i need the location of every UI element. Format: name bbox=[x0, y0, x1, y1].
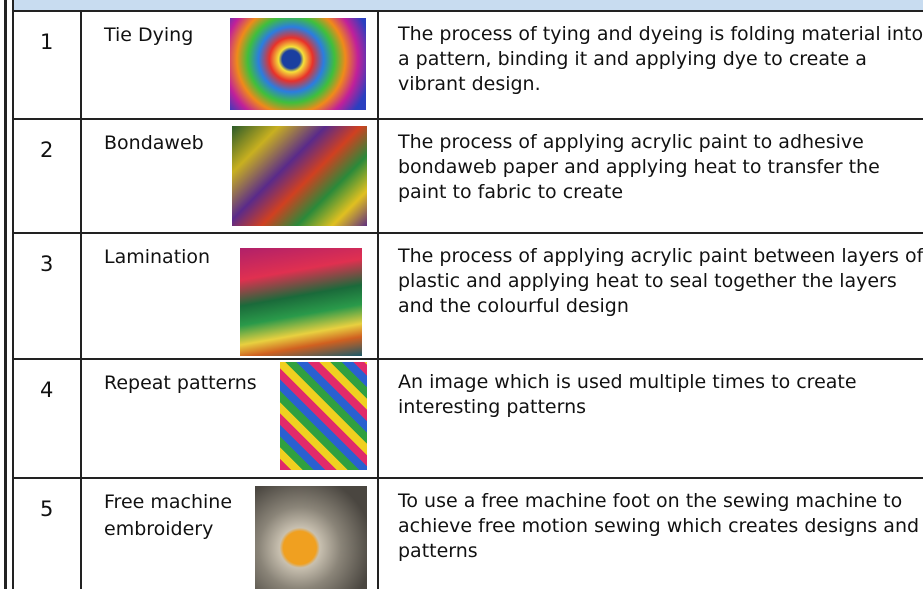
row-image bbox=[280, 362, 367, 470]
row-border bbox=[12, 358, 923, 360]
row-name: Free machine embroidery bbox=[104, 491, 233, 540]
row-number: 4 bbox=[40, 378, 54, 402]
row-number: 1 bbox=[40, 30, 54, 54]
row-number: 3 bbox=[40, 252, 54, 276]
row-border bbox=[12, 477, 923, 479]
row-description: The process of applying acrylic paint be… bbox=[398, 245, 923, 317]
col-divider bbox=[377, 10, 379, 589]
outer-border bbox=[4, 0, 7, 589]
header-band bbox=[12, 0, 923, 10]
row-description: The process of applying acrylic paint to… bbox=[398, 131, 880, 203]
row-name: Repeat patterns bbox=[104, 372, 257, 394]
row-description: To use a free machine foot on the sewing… bbox=[398, 490, 920, 562]
table-left-border bbox=[12, 0, 14, 589]
row-image bbox=[255, 486, 367, 589]
row-name: Bondaweb bbox=[104, 132, 204, 154]
row-image bbox=[230, 18, 366, 110]
row-image bbox=[240, 248, 362, 356]
row-name: Lamination bbox=[104, 246, 211, 268]
row-border bbox=[12, 10, 923, 12]
row-number: 2 bbox=[40, 138, 54, 162]
row-description: An image which is used multiple times to… bbox=[398, 371, 857, 418]
row-number: 5 bbox=[40, 497, 54, 521]
row-border bbox=[12, 118, 923, 120]
col-divider bbox=[80, 10, 82, 589]
row-name: Tie Dying bbox=[104, 24, 194, 46]
row-image bbox=[232, 126, 367, 226]
row-border bbox=[12, 232, 923, 234]
row-description: The process of tying and dyeing is foldi… bbox=[398, 23, 923, 95]
